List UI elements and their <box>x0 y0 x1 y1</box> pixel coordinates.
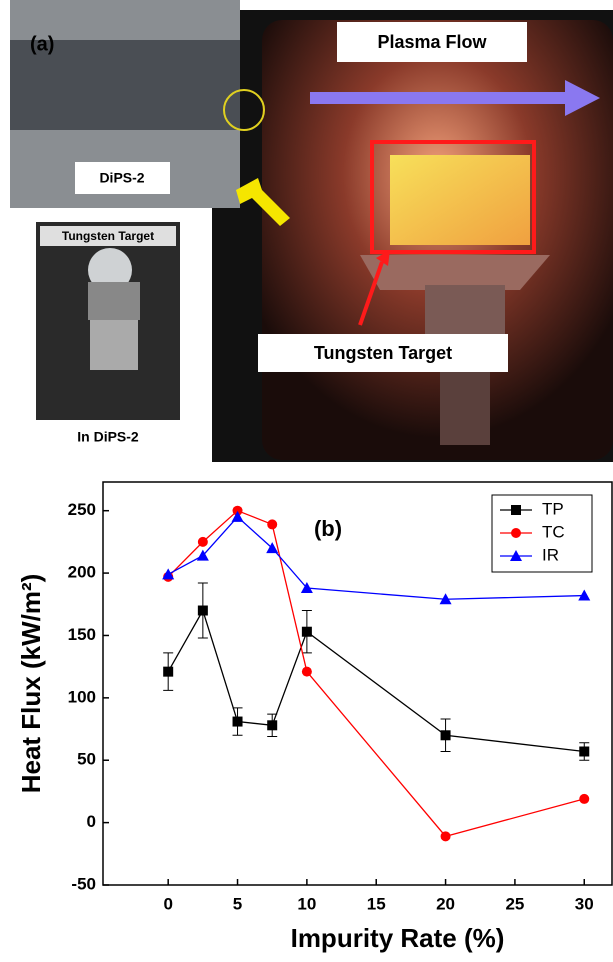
inset-caption: In DiPS-2 <box>77 429 139 445</box>
red-arrow <box>358 261 384 326</box>
target-box <box>370 140 536 254</box>
y-tick-label: 50 <box>77 750 96 769</box>
y-tick-label: -50 <box>71 874 96 893</box>
marker <box>578 589 591 601</box>
flow-arrow-head <box>565 80 600 116</box>
inset-label-box <box>40 226 176 246</box>
marker <box>300 582 313 594</box>
plot-frame <box>102 481 613 886</box>
target-glow <box>390 155 530 245</box>
device-circle <box>223 89 265 131</box>
panel-a-label: (a) <box>30 33 54 55</box>
marker <box>301 666 312 677</box>
marker <box>232 716 243 727</box>
holder <box>360 255 550 290</box>
x-axis-label: Impurity Rate (%) <box>291 923 505 953</box>
legend-marker <box>511 528 521 538</box>
device-label: DiPS-2 <box>99 170 144 186</box>
marker <box>197 536 208 547</box>
device-label-box <box>75 162 170 194</box>
marker <box>232 505 243 516</box>
y-tick-label: 200 <box>68 563 96 582</box>
y-tick-label: 0 <box>87 812 96 831</box>
marker <box>301 626 312 637</box>
marker <box>439 593 452 605</box>
red-arrow-head <box>376 250 390 266</box>
x-tick-label: 15 <box>367 894 386 913</box>
marker <box>440 730 451 741</box>
marker <box>231 510 244 522</box>
inset-dome <box>88 248 132 292</box>
legend: TP TC IR <box>491 494 593 573</box>
x-tick-label: 5 <box>233 894 242 913</box>
photo-panel: Plasma Flow Tungsten Target DiPS-2 (a) T… <box>10 0 613 462</box>
marker <box>196 549 209 561</box>
inset-target <box>88 282 140 320</box>
marker <box>162 568 175 580</box>
y-tick-label: 150 <box>68 625 96 644</box>
legend-label: TP <box>542 499 564 518</box>
legend-marker <box>511 505 521 515</box>
yellow-arrow <box>236 178 290 226</box>
chart: -50 0 50 100 150 200 250 0 5 10 15 20 25 30 Impurity R… <box>16 481 613 953</box>
x-tick-label: 30 <box>575 894 594 913</box>
marker <box>440 831 451 842</box>
legend-label: IR <box>542 545 559 564</box>
marker <box>197 605 208 616</box>
inset-label: Tungsten Target <box>62 229 154 243</box>
marker <box>267 720 278 731</box>
target-label: Tungsten Target <box>314 343 452 363</box>
marker <box>579 746 590 757</box>
x-tick-label: 10 <box>297 894 316 913</box>
legend-label: TC <box>542 522 565 541</box>
y-tick-label: 250 <box>68 500 96 519</box>
device-body <box>10 40 240 130</box>
marker <box>266 542 279 554</box>
x-tick-label: 20 <box>436 894 455 913</box>
legend-marker <box>510 550 522 561</box>
flow-label: Plasma Flow <box>377 32 487 52</box>
marker <box>163 666 174 677</box>
flow-label-box <box>337 22 527 62</box>
y-axis-label: Heat Flux (kW/m²) <box>16 574 46 794</box>
target-label-box <box>258 334 508 372</box>
inset-holder <box>90 320 138 370</box>
marker <box>579 793 590 804</box>
panel-b-label: (b) <box>314 516 342 541</box>
x-tick-label: 25 <box>505 894 524 913</box>
series-line <box>167 608 585 753</box>
marker <box>267 519 278 530</box>
y-tick-label: 100 <box>68 687 96 706</box>
x-tick-label: 0 <box>163 894 172 913</box>
